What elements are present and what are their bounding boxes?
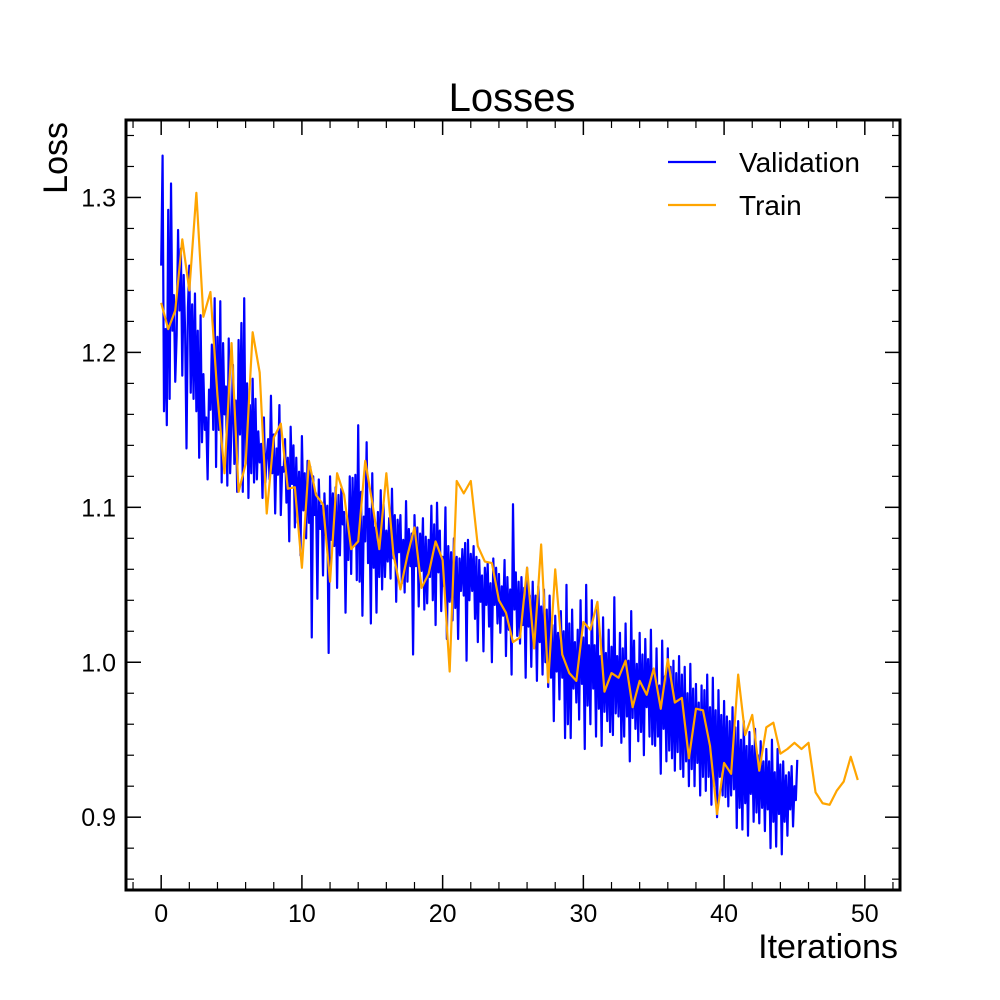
series-layer	[160, 154, 859, 856]
x-tick-label: 0	[154, 900, 168, 928]
chart-title: Losses	[449, 76, 576, 120]
y-axis-label: Loss	[37, 122, 75, 194]
x-tick-label: 40	[710, 900, 738, 928]
x-tick-label: 20	[429, 900, 457, 928]
legend-label-validation: Validation	[739, 147, 860, 178]
y-tick-label: 1.1	[81, 494, 116, 522]
plot-frame	[124, 118, 902, 892]
series-line-validation	[160, 154, 799, 856]
series-line-train	[160, 191, 859, 816]
legend-label-train: Train	[739, 190, 802, 221]
ticks-layer: 0 10 20 30 40 50 0.9 1.0 1.1 1.2 1.3	[81, 120, 900, 928]
x-tick-label: 30	[569, 900, 597, 928]
y-tick-label: 1.2	[81, 339, 116, 367]
y-tick-label: 0.9	[81, 804, 116, 832]
y-tick-label: 1.3	[81, 184, 116, 212]
y-tick-label: 1.0	[81, 649, 116, 677]
legend: Validation Train	[668, 147, 860, 221]
x-tick-label: 10	[288, 900, 316, 928]
x-axis-label: Iterations	[758, 928, 898, 966]
x-tick-label: 50	[851, 900, 879, 928]
